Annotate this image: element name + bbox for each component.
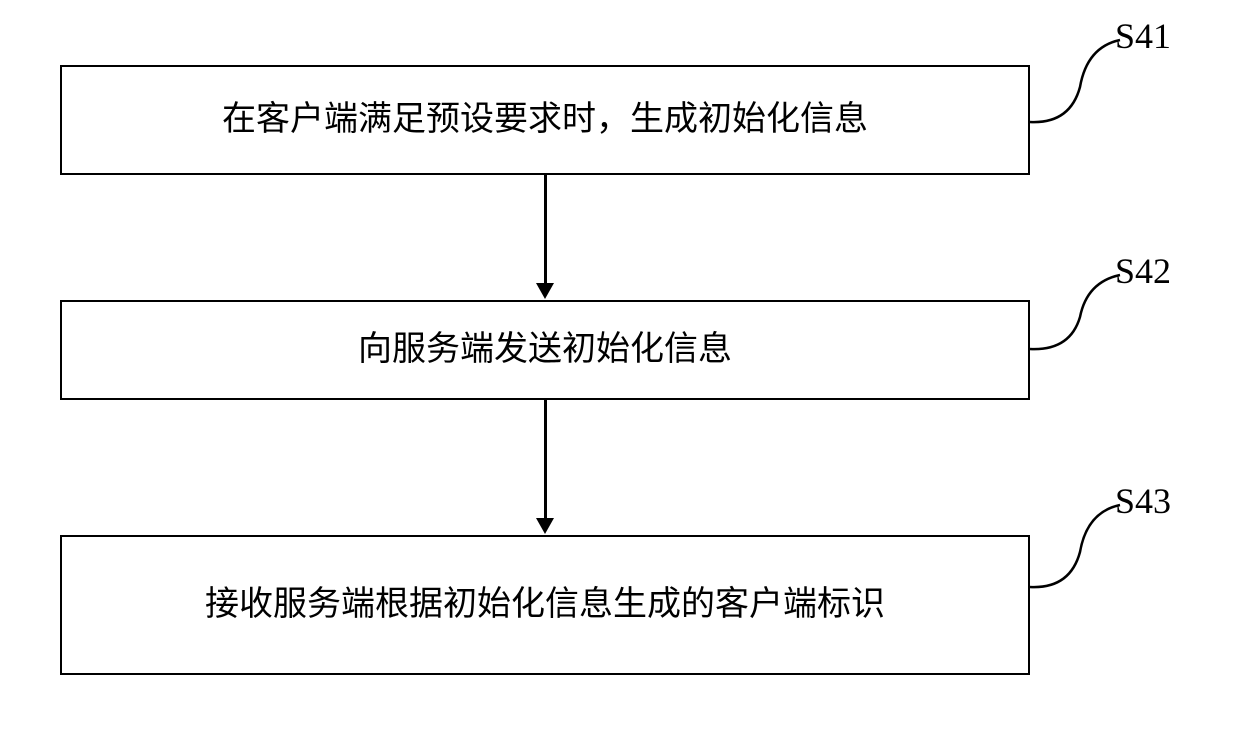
- step-text-s42: 向服务端发送初始化信息: [358, 326, 732, 374]
- flowchart-container: 在客户端满足预设要求时，生成初始化信息 S41 向服务端发送初始化信息 S42 …: [0, 0, 1240, 737]
- step-label-s43: S43: [1115, 480, 1171, 522]
- arrow-line-1: [544, 175, 547, 283]
- arrow-line-2: [544, 400, 547, 518]
- step-text-s43: 接收服务端根据初始化信息生成的客户端标识: [205, 581, 885, 629]
- step-box-s43: 接收服务端根据初始化信息生成的客户端标识: [60, 535, 1030, 675]
- label-connector-s42: [1025, 267, 1125, 367]
- arrow-head-1: [536, 283, 554, 299]
- label-connector-s43: [1025, 497, 1125, 607]
- step-box-s41: 在客户端满足预设要求时，生成初始化信息: [60, 65, 1030, 175]
- label-connector-s41: [1025, 32, 1125, 142]
- step-text-s41: 在客户端满足预设要求时，生成初始化信息: [222, 96, 868, 144]
- arrow-head-2: [536, 518, 554, 534]
- step-label-s42: S42: [1115, 250, 1171, 292]
- step-label-s41: S41: [1115, 15, 1171, 57]
- step-box-s42: 向服务端发送初始化信息: [60, 300, 1030, 400]
